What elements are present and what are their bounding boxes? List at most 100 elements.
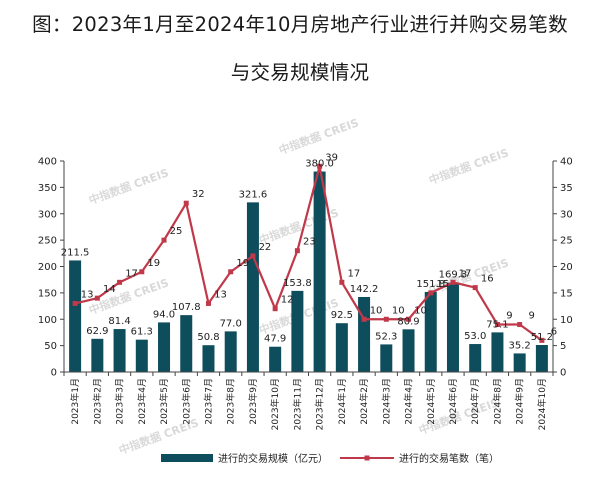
bar-10	[269, 346, 282, 372]
x-tick-label: 2023年11月	[291, 378, 303, 430]
legend-bar-label: 进行的交易规模（亿元）	[218, 452, 328, 465]
y-right-tick-label: 10	[560, 315, 573, 326]
bar-value-label: 53.0	[464, 331, 486, 342]
count-marker-2	[94, 295, 100, 301]
count-marker-5	[161, 237, 167, 243]
bar-value-label: 80.9	[397, 316, 419, 327]
x-tick-label: 2024年10月	[536, 378, 548, 430]
bar-11	[291, 290, 304, 372]
bar-13	[335, 323, 348, 372]
x-tick-label: 2023年3月	[114, 378, 126, 425]
chart-title-line-2: 与交易规模情况	[230, 61, 370, 84]
x-tick-label: 2024年3月	[380, 378, 392, 425]
bar-16	[402, 329, 415, 372]
count-marker-3	[117, 279, 123, 285]
y-left-tick-label: 100	[38, 315, 57, 326]
bar-value-label: 77.0	[220, 318, 242, 329]
bar-value-label: 47.9	[264, 334, 286, 345]
y-left-tick-label: 300	[38, 209, 57, 220]
x-tick-label: 2024年6月	[447, 378, 459, 425]
count-value-label: 10	[414, 305, 427, 316]
bar-8	[224, 331, 237, 372]
bar-value-label: 151.8	[416, 279, 445, 290]
x-tick-label: 2024年8月	[491, 378, 503, 425]
y-right-tick-label: 35	[560, 183, 573, 194]
y-right-tick-label: 30	[560, 209, 573, 220]
bar-1	[69, 260, 82, 372]
x-tick-label: 2023年8月	[225, 378, 237, 425]
watermark: 中指数据 CREIS	[427, 145, 511, 187]
count-marker-19	[472, 285, 478, 291]
count-value-label: 32	[192, 189, 205, 200]
count-value-label: 9	[528, 311, 534, 322]
y-right-tick-label: 25	[560, 236, 573, 247]
count-value-label: 22	[259, 242, 272, 253]
bar-value-label: 211.5	[61, 247, 90, 258]
count-value-label: 17	[459, 268, 472, 279]
x-tick-label: 2024年1月	[336, 378, 348, 425]
count-marker-15	[383, 316, 389, 322]
x-tick-label: 2023年2月	[91, 378, 103, 425]
chart-title-line-1: 图：2023年1月至2024年10月房地产行业进行并购交易笔数	[32, 13, 568, 36]
count-value-label: 23	[303, 237, 316, 248]
x-tick-label: 2024年2月	[358, 378, 370, 425]
count-marker-16	[406, 316, 412, 322]
bar-20	[491, 332, 504, 372]
bar-value-label: 61.3	[131, 327, 153, 338]
count-value-label: 13	[81, 289, 94, 300]
count-value-label: 10	[370, 305, 383, 316]
bar-9	[246, 202, 259, 372]
line-series	[72, 163, 545, 343]
count-value-label: 19	[147, 258, 160, 269]
bar-value-label: 94.0	[153, 309, 175, 320]
count-marker-18	[450, 279, 456, 285]
count-value-label: 12	[281, 295, 294, 306]
count-value-label: 17	[347, 268, 360, 279]
legend-line-marker	[364, 455, 370, 461]
legend-bar-swatch	[161, 454, 213, 462]
x-tick-label: 2023年12月	[314, 378, 326, 430]
count-value-label: 14	[103, 284, 116, 295]
bar-value-label: 107.8	[172, 302, 201, 313]
bar-series	[69, 171, 548, 372]
y-right-tick-label: 15	[560, 288, 573, 299]
bar-22	[535, 344, 548, 372]
y-left-tick-label: 200	[38, 262, 57, 273]
bar-14	[358, 296, 371, 372]
count-marker-10	[272, 306, 278, 312]
count-value-label: 39	[325, 152, 338, 163]
x-tick-label: 2023年6月	[180, 378, 192, 425]
count-marker-7	[205, 300, 211, 306]
y-left-tick-label: 50	[44, 341, 57, 352]
x-tick-label: 2023年10月	[269, 378, 281, 430]
count-value-label: 17	[125, 268, 138, 279]
x-tick-label: 2023年7月	[202, 378, 214, 425]
x-tick-label: 2024年4月	[403, 378, 415, 425]
x-tick-label: 2023年4月	[136, 378, 148, 425]
bar-19	[469, 344, 482, 372]
count-marker-14	[361, 316, 367, 322]
x-tick-label: 2024年9月	[514, 378, 526, 425]
watermark: 中指数据 CREIS	[277, 115, 361, 157]
x-tick-label: 2024年7月	[469, 378, 481, 425]
bar-6	[180, 315, 193, 372]
bar-15	[380, 344, 393, 372]
count-marker-13	[339, 279, 345, 285]
bar-value-label: 50.8	[197, 332, 219, 343]
count-value-label: 10	[392, 305, 405, 316]
y-left-tick-label: 0	[51, 368, 57, 379]
count-marker-22	[539, 337, 545, 343]
bar-5	[158, 322, 171, 372]
bar-7	[202, 345, 215, 372]
count-value-label: 19	[236, 258, 249, 269]
count-marker-1	[72, 300, 78, 306]
y-right-tick-label: 5	[560, 341, 566, 352]
y-right-tick-label: 20	[560, 262, 573, 273]
bar-3	[113, 329, 126, 372]
bar-12	[313, 171, 326, 372]
bar-value-label: 51.2	[531, 332, 553, 343]
bar-value-label: 75.1	[486, 319, 508, 330]
y-left-tick-label: 350	[38, 183, 57, 194]
count-value-label: 9	[506, 311, 512, 322]
